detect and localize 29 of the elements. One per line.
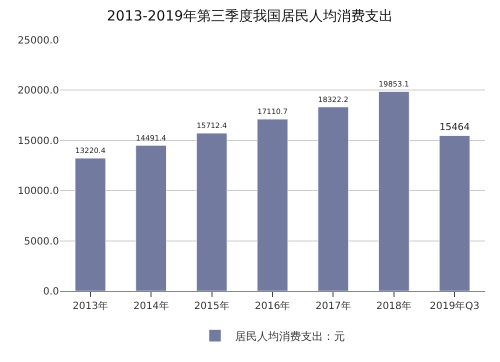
y-tick-label: 25000.0 — [18, 36, 59, 46]
x-tick-label: 2016年 — [254, 300, 290, 312]
bar — [257, 118, 288, 291]
y-tick-label: 5000.0 — [24, 236, 59, 248]
bar — [439, 135, 470, 291]
bar — [74, 158, 106, 291]
legend-label: 居民人均消费支出：元 — [235, 330, 345, 343]
bar — [196, 133, 228, 291]
y-tick-label: 10000.0 — [18, 186, 59, 198]
text: 19853.1 — [378, 79, 410, 88]
text: 15712.4 — [196, 121, 227, 130]
y-tick-label: 15000.0 — [18, 136, 59, 147]
text: 13220.4 — [75, 146, 106, 156]
text: 18322.2 — [318, 94, 348, 104]
text: 17110.7 — [257, 107, 288, 116]
x-tick-label: 2014年 — [133, 300, 169, 312]
x-tick-label: 2018年 — [376, 300, 412, 312]
x-tick-label: 2015年 — [194, 300, 230, 312]
x-tick-label: 2017年 — [315, 300, 351, 312]
bar — [378, 91, 410, 291]
y-tick-label: 0.0 — [43, 286, 59, 298]
text: 15464 — [439, 122, 470, 133]
y-tick-label: 20000.0 — [18, 86, 59, 97]
chart-title: 2013-2019年第三季度我国居民人均消费支出 — [106, 8, 394, 25]
bar — [318, 106, 349, 291]
x-tick-label: 2013年 — [72, 300, 108, 312]
x-tick-label: 2019年Q3 — [430, 300, 480, 312]
bar — [136, 145, 166, 291]
text: 14491.4 — [136, 133, 166, 142]
